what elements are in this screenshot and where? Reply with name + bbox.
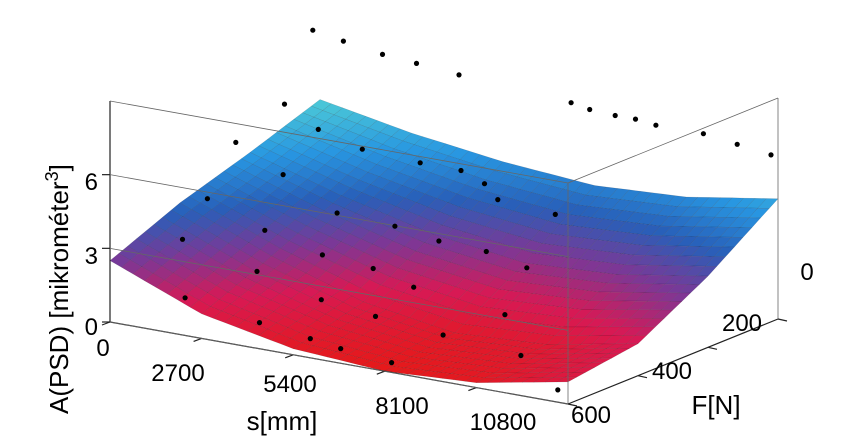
data-point: [256, 320, 263, 326]
data-point: [587, 106, 593, 113]
z-tick-label: 6: [85, 169, 98, 196]
surface-layer: [109, 99, 779, 383]
data-point: [389, 360, 395, 366]
y-axis-line: [567, 318, 779, 405]
data-point: [524, 265, 530, 271]
data-point: [310, 27, 316, 33]
data-point: [182, 295, 188, 301]
data-point: [411, 284, 417, 290]
x-tick-mark: [376, 370, 386, 375]
data-point: [413, 60, 420, 66]
y-tick-mark: [567, 403, 578, 407]
x-tick-label: 10800: [470, 409, 537, 436]
data-point: [281, 101, 288, 107]
data-point: [653, 122, 659, 128]
x-tick-label: 8100: [375, 393, 428, 420]
data-point: [392, 223, 398, 229]
data-point: [359, 146, 365, 152]
z-tick-label: 3: [85, 243, 98, 270]
data-point: [262, 227, 268, 233]
data-point: [456, 72, 462, 78]
data-point: [319, 252, 325, 258]
y-tick-label: 400: [652, 358, 692, 385]
data-point: [334, 210, 340, 216]
x-axis: 0 2700 5400 8100 10800 s[mm]: [96, 335, 536, 436]
y-tick-label: 200: [722, 310, 762, 337]
data-point: [417, 160, 423, 166]
data-point: [372, 313, 379, 319]
z-axis-label: A(PSD) [mikrométer3]: [42, 164, 74, 414]
y-tick-label: 600: [571, 402, 611, 429]
data-point: [481, 181, 488, 187]
y-axis: 0 200 400 600 F[N]: [571, 259, 814, 429]
data-point: [458, 167, 464, 174]
data-point: [612, 112, 618, 119]
data-point: [568, 100, 574, 106]
data-point: [307, 336, 313, 342]
data-point: [734, 141, 740, 147]
data-point: [315, 126, 321, 132]
data-point: [338, 346, 344, 352]
y-tick-mark: [707, 346, 718, 350]
data-point: [340, 38, 346, 44]
data-point: [233, 139, 239, 145]
x-tick-label: 2700: [151, 360, 204, 387]
data-point: [280, 172, 286, 178]
data-point: [552, 211, 558, 217]
x-tick-mark: [284, 354, 294, 359]
x-tick-label: 0: [96, 335, 109, 362]
z-grid-line: [109, 174, 569, 258]
data-point: [768, 152, 774, 158]
data-point: [370, 265, 376, 272]
x-tick-mark: [193, 337, 202, 342]
box-edge: [567, 97, 779, 184]
box-edge: [109, 100, 569, 184]
data-point: [632, 116, 639, 122]
y-tick-label: 0: [800, 259, 813, 286]
data-point: [700, 131, 707, 137]
z-tick-label: 0: [85, 314, 98, 341]
z-axis-label-superscript: 3: [42, 171, 62, 181]
x-tick-mark: [468, 387, 477, 392]
data-point: [179, 236, 186, 242]
data-point: [518, 352, 524, 359]
z-grid-line: [109, 321, 569, 405]
data-point: [436, 238, 442, 244]
y-tick-mark: [637, 375, 648, 379]
box-edges: [101, 97, 788, 407]
data-point: [254, 268, 260, 274]
z-axis-label-end: ]: [44, 164, 74, 171]
data-points: [179, 27, 774, 393]
data-point: [318, 297, 324, 303]
data-point: [502, 312, 508, 318]
y-axis-label: F[N]: [691, 390, 740, 420]
data-point: [495, 197, 501, 203]
y-tick-mark: [777, 318, 788, 322]
data-point: [440, 332, 446, 338]
data-point: [204, 196, 210, 202]
x-axis-label: s[mm]: [247, 406, 318, 436]
data-point: [555, 387, 561, 393]
z-axis: 0 3 6 A(PSD) [mikrométer3]: [42, 164, 98, 414]
z-grid-line: [109, 247, 569, 331]
data-point: [379, 51, 386, 58]
data-point: [483, 248, 489, 255]
x-tick-label: 5400: [263, 371, 316, 398]
